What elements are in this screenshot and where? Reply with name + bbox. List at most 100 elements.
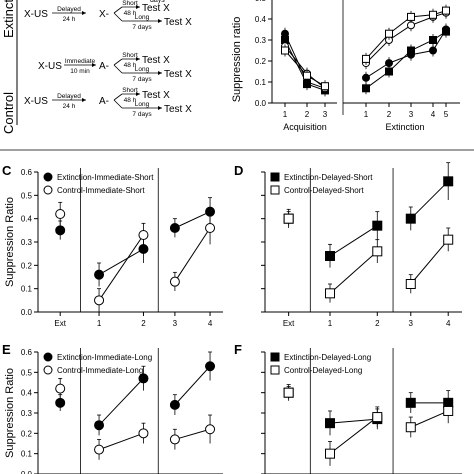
- data-point-circle-filled: [169, 399, 180, 410]
- data-point-circle-open: [43, 365, 53, 375]
- y-tick-label: 0.1: [21, 285, 33, 294]
- data-point-square-filled: [325, 418, 336, 429]
- data-point-square-open: [442, 6, 450, 15]
- data-point-square-filled: [405, 213, 416, 224]
- y-tick-label: 0.0: [21, 308, 33, 317]
- y-axis-label: Suppression Ratio: [4, 197, 16, 287]
- design-panel: days Extinct Control X-US Delayed 24 h X- Sh…: [1, 0, 192, 134]
- x-tick-label: 3: [323, 110, 328, 119]
- data-point-square-open: [407, 12, 415, 21]
- series-line: [98, 378, 144, 426]
- y-tick-label: 0.5: [21, 368, 33, 377]
- y-axis-label: Suppression ratio: [231, 17, 243, 103]
- panel-f-chart: Ext1234Extinction-Delayed-LongControl-De…: [261, 348, 462, 474]
- series-line: [329, 250, 378, 294]
- data-point-square-open: [281, 46, 289, 55]
- legend-label: Extinction-Delayed-Long: [284, 353, 371, 362]
- series-line: [410, 239, 449, 285]
- y-tick-label: 0.5: [21, 191, 33, 200]
- data-point-circle-open: [94, 295, 105, 306]
- design-branch-short-head: [136, 57, 140, 61]
- data-point-square-filled: [407, 46, 415, 55]
- design-start-label: X-US: [38, 61, 62, 72]
- data-point-circle-filled: [94, 269, 105, 280]
- design-arrow-head: [82, 11, 86, 15]
- series-line: [329, 416, 378, 455]
- data-point-square-open: [303, 71, 311, 80]
- design-start-label: X-US: [24, 9, 48, 20]
- x-tick-label: 4: [431, 110, 436, 119]
- data-point-square-open: [385, 29, 393, 38]
- x-section-label: Acquisition: [283, 122, 327, 132]
- design-test-long: Test X: [164, 69, 192, 80]
- x-tick-label: 1: [283, 110, 288, 119]
- data-point-square-open: [405, 422, 416, 433]
- x-tick-label: 2: [387, 110, 392, 119]
- data-point-square-filled: [442, 27, 450, 36]
- x-tick-label: Ext: [54, 319, 66, 328]
- data-point-square-open: [405, 279, 416, 289]
- series-line: [174, 211, 211, 229]
- data-point-square-open: [443, 234, 454, 245]
- data-point-circle-filled: [429, 46, 437, 55]
- legend-label: Extinction-Immediate-Short: [57, 173, 154, 182]
- series-line: [410, 410, 449, 428]
- design-arrow-top-label: Immediate: [65, 58, 96, 65]
- series-line: [329, 418, 378, 424]
- x-tick-label: 4: [446, 319, 451, 328]
- series-line: [329, 225, 378, 257]
- design-branch-long-diag: [113, 12, 123, 22]
- design-short-top-label: Short: [122, 0, 138, 7]
- x-tick-label: 5: [444, 110, 449, 119]
- data-point-circle-filled: [138, 373, 149, 384]
- y-tick-label: 0.0: [21, 470, 33, 474]
- data-point-circle-filled: [205, 361, 216, 372]
- panel-letter-d: D: [234, 163, 243, 178]
- x-section-label: Extinction: [385, 122, 424, 132]
- x-tick-label: 3: [409, 319, 414, 328]
- y-axis-label: Suppression Ratio: [4, 368, 16, 458]
- data-point-square-filled: [405, 397, 416, 408]
- design-test-short: Test X: [142, 3, 170, 14]
- y-tick-label: 0.2: [21, 429, 33, 438]
- design-arrow-top-label: Delayed: [57, 6, 81, 13]
- design-start-label: X-US: [24, 96, 48, 107]
- design-short-top-label: Short: [122, 52, 138, 59]
- data-point-circle-filled: [43, 352, 53, 362]
- design-arrow-head: [92, 63, 96, 67]
- data-point-square-open: [372, 412, 383, 423]
- data-point-square-open: [443, 405, 454, 416]
- design-branch-long-diag: [113, 64, 123, 74]
- y-tick-label: 0.0: [255, 99, 267, 108]
- x-tick-label: 4: [208, 319, 213, 328]
- design-branch-long-head: [158, 19, 162, 23]
- x-tick-label: 3: [409, 110, 414, 119]
- y-tick-label: 0.6: [21, 348, 33, 357]
- y-tick-label: 0.3: [21, 409, 33, 418]
- y-tick-label: 0.2: [21, 261, 33, 270]
- series-line: [410, 180, 449, 220]
- panel-b-chart: 0.0 0.1 0.2 0.3 0.4 0.5 Suppression ratio 1 2 3 Ac…: [231, 0, 460, 132]
- design-test-short: Test X: [142, 55, 170, 66]
- series-line: [98, 248, 144, 276]
- panel-e-chart: 0.0 0.1 0.2 0.3 0.4 0.5 0.6 Suppression Ratio Ex…: [4, 348, 223, 474]
- y-tick-label: 0.3: [21, 238, 33, 247]
- y-tick-label: 0.4: [255, 15, 267, 24]
- y-tick-label: 0.6: [21, 168, 33, 177]
- x-tick-label: 3: [173, 319, 178, 328]
- design-short-top-label: Short: [122, 87, 138, 94]
- data-point-circle-open: [138, 230, 149, 240]
- data-point-square-open: [325, 448, 336, 459]
- y-tick-label: 0.3: [255, 36, 267, 45]
- series-line: [174, 428, 211, 440]
- x-tick-label: Ext: [283, 319, 295, 328]
- design-long-top-label: Long: [135, 66, 150, 73]
- data-point-circle-filled: [43, 172, 53, 182]
- data-point-square-open: [372, 246, 383, 257]
- design-test-long: Test X: [164, 17, 192, 28]
- legend-label: Control-Immediate-Short: [57, 186, 145, 195]
- data-point-circle-open: [55, 209, 66, 219]
- panel-letter-c: C: [2, 163, 12, 178]
- design-branch-short-diag: [113, 6, 123, 14]
